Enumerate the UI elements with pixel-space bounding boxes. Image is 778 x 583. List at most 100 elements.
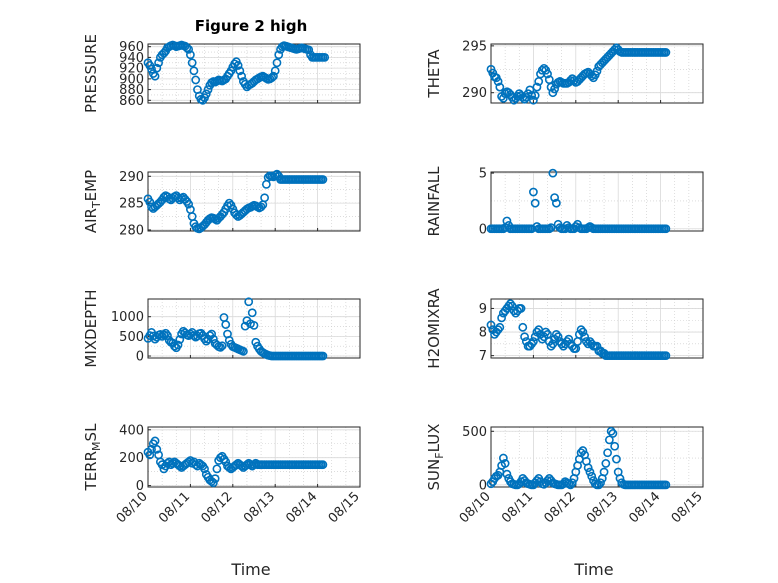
data-point	[238, 346, 248, 356]
data-point	[212, 464, 222, 474]
data-point	[233, 61, 243, 70]
data-point	[592, 66, 602, 76]
data-point	[185, 50, 195, 60]
y-tick-label: 7	[479, 349, 487, 364]
data-point	[270, 66, 280, 76]
y-tick-label: 960	[119, 40, 144, 55]
data-point	[147, 444, 156, 454]
data-point	[502, 469, 512, 479]
data-point	[606, 426, 616, 436]
y-tick-label: 285	[119, 197, 144, 212]
data-point	[604, 435, 614, 445]
data-point	[493, 77, 503, 86]
data-point	[272, 58, 282, 68]
data-point	[152, 444, 162, 454]
data-point	[147, 64, 156, 74]
data-point	[610, 441, 620, 451]
y-tick-label: 5	[479, 167, 487, 182]
y-tick-label: 9	[479, 302, 487, 317]
y-tick-label: 295	[462, 39, 487, 54]
data-point	[274, 50, 284, 60]
y-axis-label: H2OMIXRA	[425, 288, 443, 369]
data-point	[583, 463, 593, 473]
axes-frame	[147, 171, 361, 232]
data-point	[173, 340, 183, 350]
data-point	[318, 351, 328, 361]
data-point	[548, 168, 558, 178]
data-point	[320, 53, 330, 62]
data-point	[154, 58, 163, 68]
data-point	[189, 66, 199, 76]
data-point	[237, 461, 247, 471]
data-point	[587, 71, 597, 81]
data-point	[585, 467, 595, 477]
data-point	[527, 91, 537, 100]
y-tick-label: 0	[136, 479, 144, 494]
data-point	[318, 175, 328, 184]
data-point	[543, 476, 552, 485]
data-point	[610, 45, 620, 55]
data-point	[553, 332, 563, 342]
data-point	[235, 66, 245, 76]
y-tick-label: 860	[119, 94, 144, 109]
data-point	[516, 304, 526, 313]
y-axis-label: AIRTEMP	[82, 170, 103, 233]
y-axis-label: TERRMSL	[82, 423, 103, 492]
data-point	[601, 459, 611, 468]
data-point	[208, 478, 218, 488]
data-point	[191, 75, 201, 85]
data-point	[497, 313, 506, 323]
y-tick-label: 200	[119, 451, 144, 466]
data-point	[580, 332, 590, 342]
data-point	[163, 331, 172, 340]
y-axis-label: SUNFLUX	[425, 424, 446, 491]
y-axis-label: THETA	[425, 49, 443, 99]
data-point	[207, 329, 216, 339]
y-tick-label: 8	[479, 326, 487, 341]
y-tick-label: 900	[119, 72, 144, 87]
data-point	[612, 454, 621, 464]
data-point	[599, 467, 609, 477]
data-point	[520, 332, 529, 342]
data-point	[564, 334, 574, 344]
data-point	[201, 89, 211, 99]
data-point	[247, 308, 257, 318]
data-point	[200, 464, 209, 474]
data-point	[594, 480, 604, 490]
data-point	[216, 342, 225, 352]
data-point	[224, 463, 234, 472]
data-point	[518, 322, 528, 332]
data-point	[500, 89, 510, 99]
data-point	[543, 69, 552, 79]
data-point	[150, 436, 160, 446]
data-point	[532, 82, 542, 92]
data-point	[569, 76, 579, 85]
data-point	[587, 471, 597, 481]
data-point	[159, 330, 169, 340]
subplot-3: 280 285 290 AIRTEMP	[82, 169, 361, 238]
data-point	[152, 63, 162, 73]
y-tick-label: 0	[136, 350, 144, 365]
data-point	[546, 223, 556, 233]
data-point	[231, 460, 241, 470]
axes-frame	[147, 43, 361, 104]
data-point	[175, 335, 185, 344]
data-point	[500, 459, 510, 468]
data-point	[147, 202, 156, 212]
y-tick-label: 920	[119, 62, 144, 77]
data-point	[529, 95, 538, 105]
data-point	[498, 453, 508, 463]
data-point	[304, 45, 314, 55]
data-point	[203, 85, 213, 94]
y-tick-label: 0	[479, 478, 487, 493]
data-point	[525, 85, 535, 95]
data-point	[175, 461, 185, 471]
data-point	[530, 91, 540, 100]
subplot-6: 7 8 9 H2OMIXRA	[425, 288, 704, 369]
y-axis-label: MIXDEPTH	[82, 289, 100, 367]
data-point	[596, 478, 605, 488]
axes-frame	[147, 426, 361, 488]
subplot-4: 0 5 RAINFALL	[425, 166, 704, 237]
